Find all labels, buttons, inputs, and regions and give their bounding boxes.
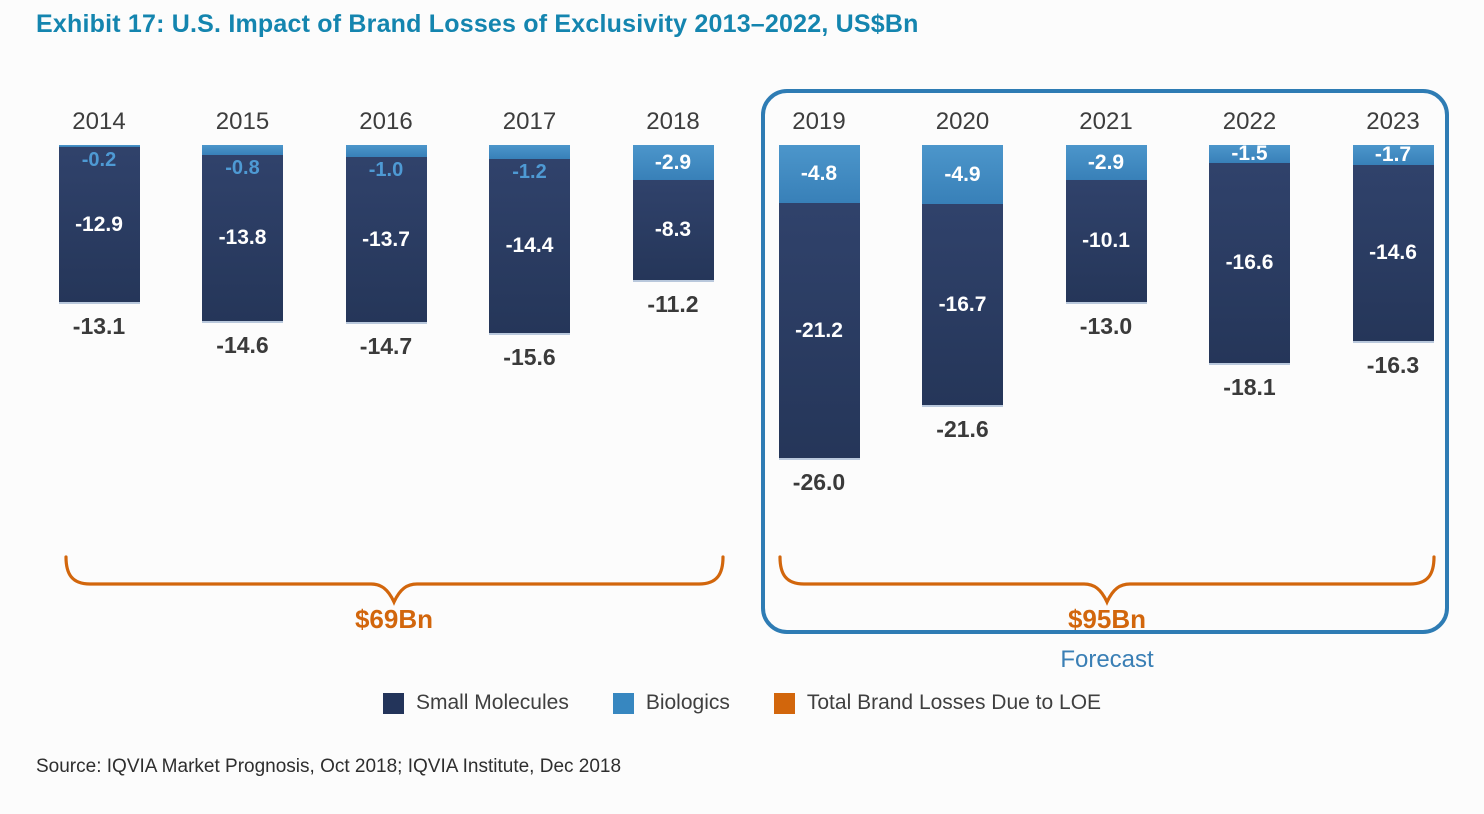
legend-label: Total Brand Losses Due to LOE: [806, 691, 1102, 714]
total-value-label: -15.6: [503, 344, 556, 370]
bar-column-2018: 2018 -2.9 -8.3 -11.2: [603, 104, 743, 318]
legend-item-small-molecules: Small Molecules: [382, 691, 569, 715]
biologics-segment: -1.5: [1209, 142, 1290, 165]
biologics-segment: [345, 145, 427, 157]
bar-column-2021: 2021 -2.9 -10.1 -13.0: [1036, 104, 1176, 340]
year-label: 2022: [1222, 108, 1277, 135]
small-molecules-segment: -21.2: [778, 203, 860, 458]
small-molecules-value-label: -16.6: [1225, 251, 1274, 274]
bar-column-2016: 2016 -13.7 -1.0 -14.7: [316, 104, 456, 360]
biologics-value-label: -2.9: [1087, 150, 1125, 174]
stacked-bar: -13.8 -0.8: [202, 145, 283, 323]
biologics-segment: [58, 145, 140, 147]
total-value-label: -14.6: [216, 332, 269, 358]
stacked-bar: -2.9 -8.3: [632, 145, 714, 282]
small-molecules-value-label: -12.9: [75, 212, 123, 236]
year-label: 2020: [935, 108, 990, 135]
legend-label: Biologics: [645, 691, 730, 714]
bar-column-2023: 2023 -1.7 -14.6 -16.3: [1323, 104, 1463, 379]
biologics-value-label: -0.8: [225, 157, 260, 179]
small-molecules-value-label: -16.7: [938, 292, 987, 316]
forecast-total-label: $95Bn: [1067, 604, 1147, 634]
stacked-bar: -4.8 -21.2: [778, 145, 860, 460]
forecast-box: [761, 89, 1449, 634]
historical-total-label: $69Bn: [354, 604, 434, 634]
total-value-label: -26.0: [792, 469, 846, 495]
total-value-label: -13.1: [72, 313, 126, 339]
bar-column-2022: 2022 -1.5 -16.6 -18.1: [1180, 104, 1320, 401]
stacked-bar: -4.9 -16.7: [922, 145, 1003, 407]
bar-column-2020: 2020 -4.9 -16.7 -21.6: [893, 104, 1033, 443]
bar-column-2014: 2014 -12.9 -0.2 -13.1: [29, 104, 169, 340]
legend: Small Molecules Biologics Total Brand Lo…: [0, 691, 1484, 715]
small-molecules-segment: -13.7: [345, 157, 427, 322]
small-molecules-value-label: -10.1: [1082, 229, 1130, 252]
small-molecules-segment: -14.6: [1352, 165, 1434, 341]
small-molecules-segment: -16.7: [922, 204, 1003, 405]
biologics-value-label: -4.9: [944, 162, 981, 186]
year-label: 2015: [215, 108, 270, 135]
biologics-value-label: -2.9: [654, 150, 692, 174]
page-title: Exhibit 17: U.S. Impact of Brand Losses …: [36, 10, 919, 38]
biologics-segment: -1.7: [1352, 143, 1434, 166]
bar-column-2017: 2017 -14.4 -1.2 -15.6: [460, 104, 600, 371]
total-value-label: -21.6: [936, 416, 989, 442]
stacked-bar: -13.7 -1.0: [345, 145, 427, 324]
small-molecules-segment: -8.3: [632, 180, 714, 280]
biologics-segment: [202, 145, 283, 155]
small-molecules-value-label: -13.8: [218, 226, 267, 249]
biologics-segment: -4.9: [922, 145, 1003, 204]
stacked-bar: -12.9 -0.2: [58, 145, 140, 304]
biologics-segment: -2.9: [632, 145, 714, 180]
small-molecules-swatch-icon: [382, 692, 404, 714]
total-value-label: -14.7: [359, 333, 413, 359]
biologics-value-label: -1.2: [512, 161, 547, 183]
source-text: Source: IQVIA Market Prognosis, Oct 2018…: [36, 756, 622, 777]
biologics-segment: -4.8: [778, 145, 860, 203]
total-value-label: -13.0: [1079, 313, 1133, 339]
biologics-value-label: -1.5: [1231, 142, 1268, 165]
small-molecules-segment: -16.6: [1209, 163, 1290, 363]
total-value-label: -18.1: [1223, 374, 1276, 400]
legend-item-biologics: Biologics: [612, 691, 730, 715]
small-molecules-value-label: -13.7: [362, 227, 410, 251]
small-molecules-value-label: -21.2: [795, 318, 843, 342]
total-value-label: -16.3: [1366, 352, 1420, 378]
stacked-bar: -1.5 -16.6: [1209, 142, 1290, 365]
year-label: 2016: [359, 108, 413, 135]
total-value-label: -11.2: [647, 291, 699, 317]
biologics-swatch-icon: [612, 692, 634, 714]
total-loe-swatch-icon: [773, 692, 795, 714]
small-molecules-segment: -10.1: [1065, 180, 1147, 302]
small-molecules-value-label: -8.3: [654, 218, 692, 241]
biologics-value-label: -0.2: [81, 149, 117, 171]
biologics-segment: -2.9: [1065, 145, 1147, 180]
year-label: 2019: [792, 108, 846, 135]
bar-column-2015: 2015 -13.8 -0.8 -14.6: [173, 104, 313, 359]
year-label: 2021: [1079, 108, 1133, 135]
legend-label: Small Molecules: [415, 691, 569, 714]
small-molecules-segment: -14.4: [489, 159, 570, 333]
biologics-segment: [489, 145, 570, 159]
forecast-caption: Forecast: [1060, 646, 1154, 673]
stacked-bar: -2.9 -10.1: [1065, 145, 1147, 304]
biologics-value-label: -1.0: [368, 159, 404, 181]
stacked-bar: -1.7 -14.6: [1352, 143, 1434, 343]
small-molecules-value-label: -14.6: [1369, 241, 1417, 264]
year-label: 2014: [72, 108, 126, 135]
small-molecules-segment: -12.9: [58, 147, 140, 302]
year-label: 2018: [646, 108, 700, 135]
legend-item-total-loe: Total Brand Losses Due to LOE: [773, 691, 1102, 715]
biologics-value-label: -1.7: [1374, 143, 1412, 166]
bar-column-2019: 2019 -4.8 -21.2 -26.0: [749, 104, 889, 496]
stacked-bar: -14.4 -1.2: [489, 145, 570, 335]
year-label: 2023: [1366, 108, 1420, 135]
biologics-value-label: -4.8: [800, 162, 838, 185]
small-molecules-segment: -13.8: [202, 155, 283, 321]
small-molecules-value-label: -14.4: [505, 234, 554, 257]
year-label: 2017: [502, 108, 557, 135]
